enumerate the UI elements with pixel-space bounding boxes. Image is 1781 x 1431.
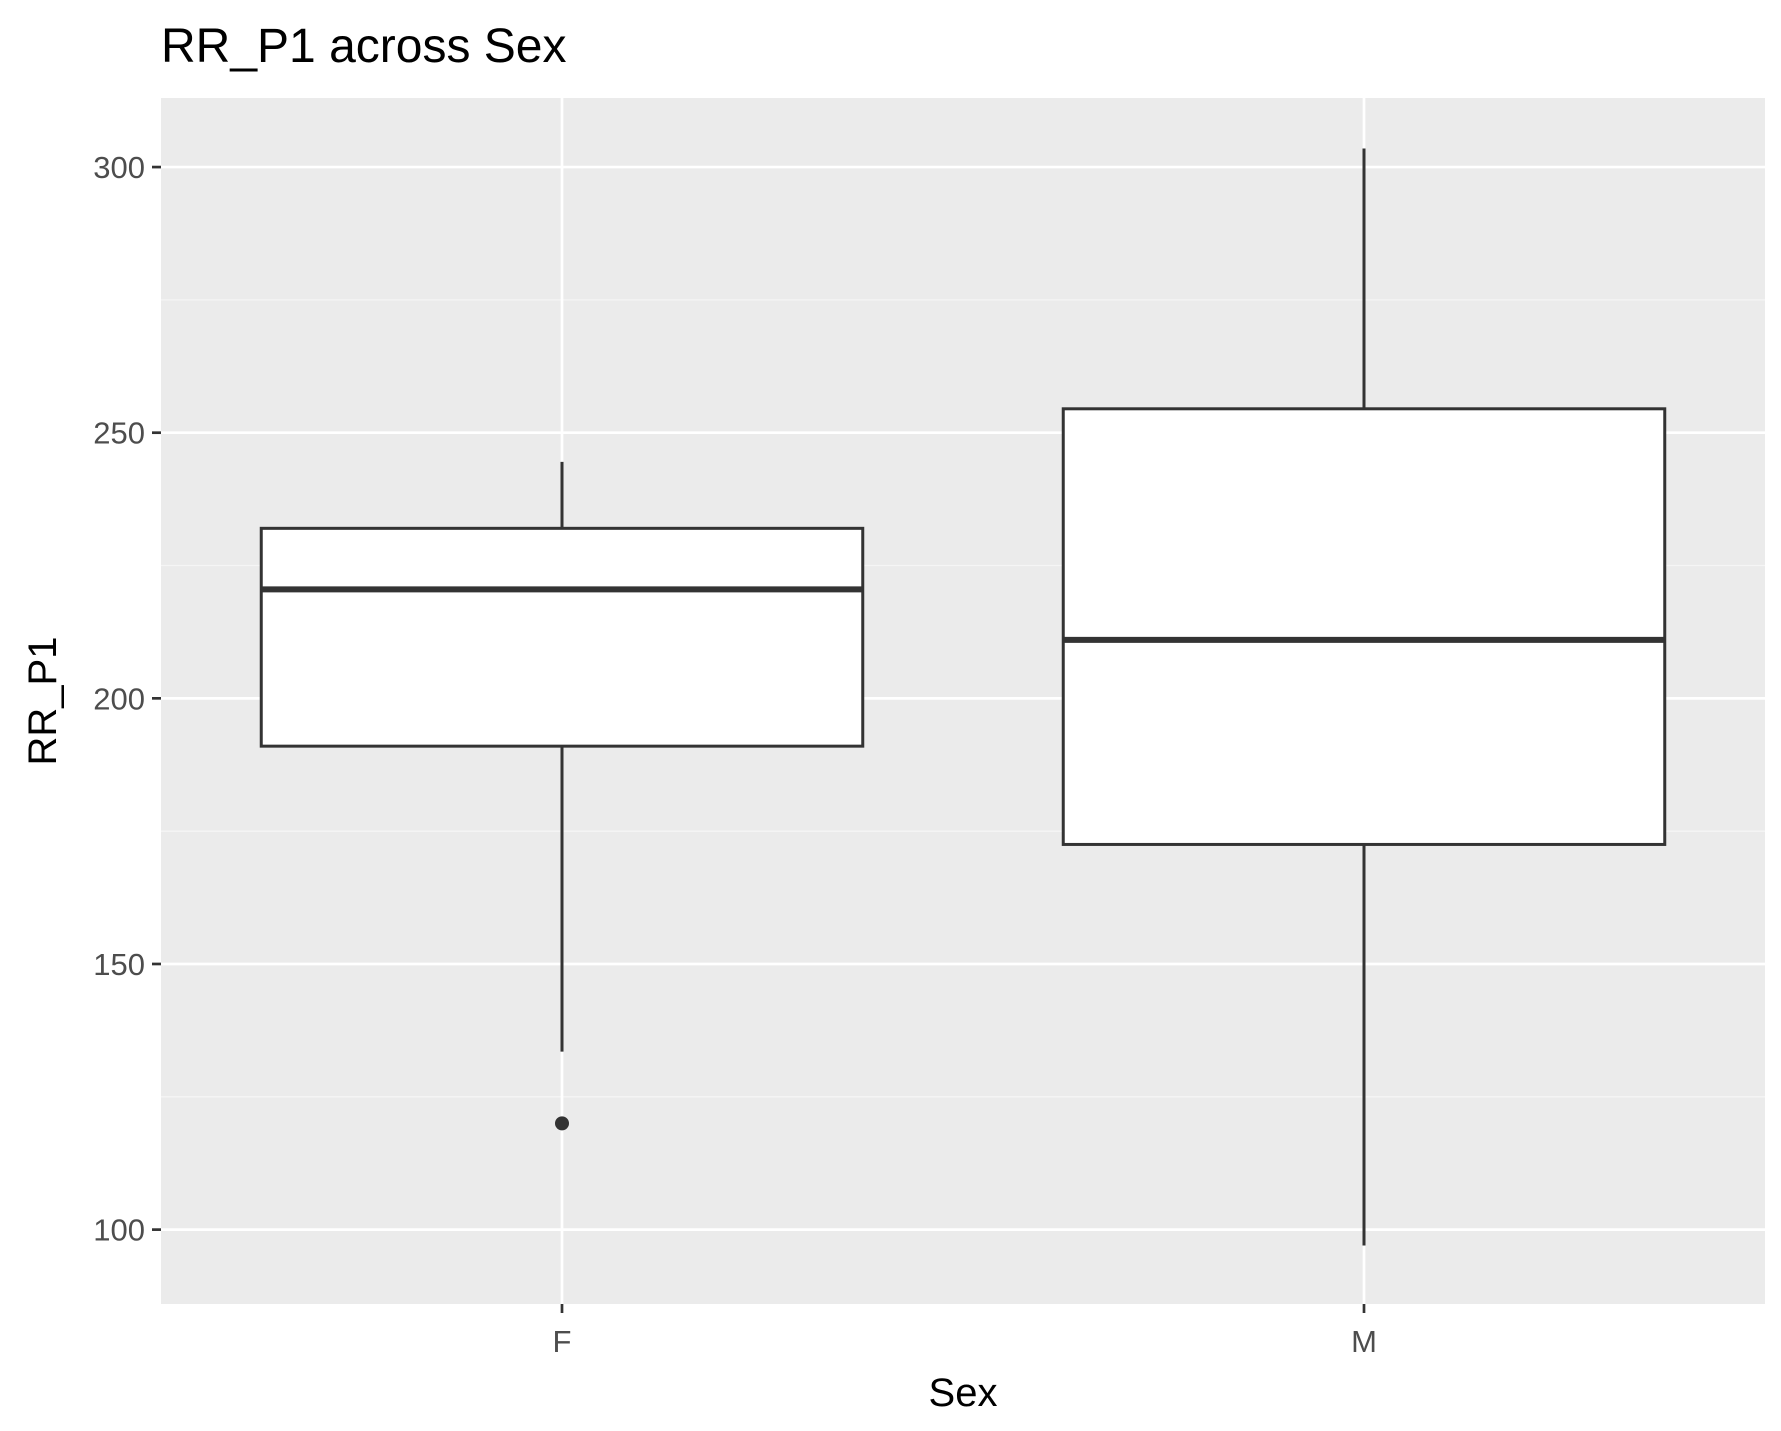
- y-axis: 100 150 200 250 300: [93, 150, 161, 1248]
- outlier-point: [555, 1116, 569, 1131]
- y-tick-label: 100: [93, 1213, 145, 1248]
- y-tick-label: 300: [93, 150, 145, 185]
- iqr-box: [1061, 407, 1667, 846]
- box-M: [1061, 148, 1667, 1246]
- y-tick-label: 250: [93, 416, 145, 451]
- boxes: [259, 148, 1667, 1246]
- box-F: [259, 461, 865, 1131]
- x-tick-label: F: [553, 1324, 572, 1359]
- x-tick-label: M: [1351, 1324, 1377, 1359]
- chart-title: RR_P1 across Sex: [161, 20, 567, 73]
- y-axis-title: RR_P1: [21, 637, 65, 766]
- y-tick-label: 200: [93, 681, 145, 716]
- y-tick-label: 150: [93, 947, 145, 982]
- x-axis-title: Sex: [929, 1371, 998, 1415]
- iqr-box: [259, 526, 865, 748]
